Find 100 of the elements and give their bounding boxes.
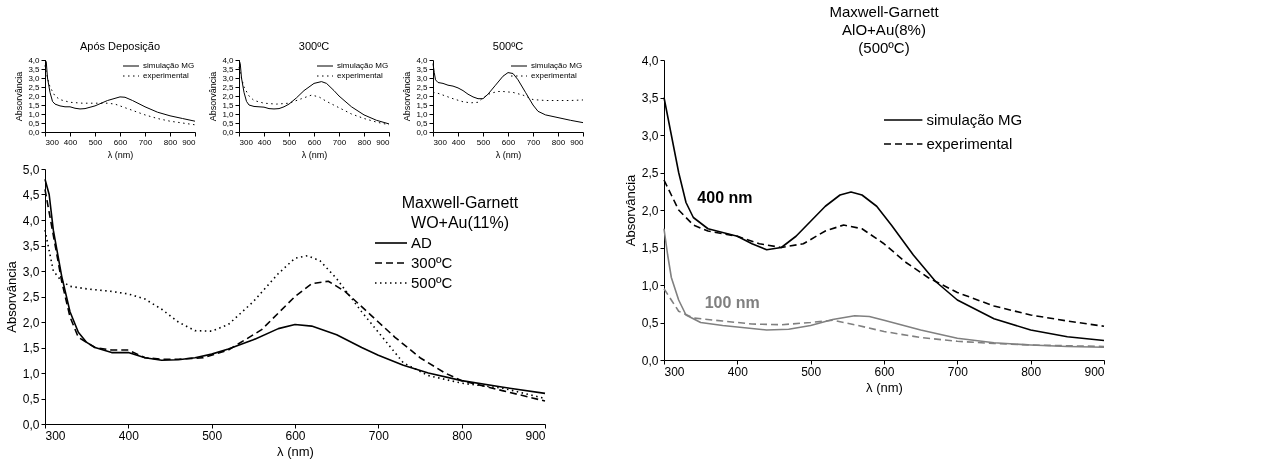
annotation: 400 nm <box>697 188 753 206</box>
x-tick-label: 900 <box>376 137 391 147</box>
y-tick-label: 5,0 <box>22 162 40 177</box>
x-tick-label: 700 <box>332 137 347 147</box>
y-tick-label: 3,5 <box>641 91 659 105</box>
y-tick-label: 2,5 <box>22 290 40 304</box>
y-tick-label: 3,0 <box>22 264 40 279</box>
y-tick-label: 3,5 <box>28 64 41 74</box>
chart-title: Maxwell-Garnett AlO+Au(8%) (500ºC) <box>829 3 940 56</box>
y-axis-title: Absorvância <box>622 173 638 247</box>
x-tick-label: 400 <box>451 137 466 147</box>
y-tick-label: 4,0 <box>28 55 41 65</box>
y-tick-label: 0,0 <box>22 417 40 432</box>
x-tick-label: 500 <box>202 428 223 443</box>
x-tick-label: 300 <box>664 364 685 379</box>
x-tick-label: 500 <box>801 364 822 379</box>
legend-label: 300ºC <box>411 254 453 271</box>
x-tick-label: 800 <box>163 137 178 147</box>
y-tick-label: 1,0 <box>641 278 659 293</box>
x-tick-label: 900 <box>1084 364 1105 379</box>
y-tick-label: 2,0 <box>416 91 429 101</box>
x-axis-title: λ (nm) <box>301 149 328 160</box>
y-tick-label: 0,0 <box>28 127 41 137</box>
y-axis-title: Absorvância <box>208 71 219 122</box>
x-tick-label: 500 <box>282 137 297 147</box>
legend-label: simulação MG <box>143 61 195 70</box>
y-tick-label: 4,0 <box>222 55 235 65</box>
y-axis-title: Absorvância <box>3 260 19 333</box>
y-tick-label: 1,0 <box>416 109 429 119</box>
y-tick-label: 3,5 <box>416 64 429 74</box>
y-tick-label: 4,0 <box>641 53 659 68</box>
y-tick-label: 0,0 <box>416 127 429 137</box>
x-tick-label: 500 <box>476 137 491 147</box>
x-tick-label: 500 <box>88 137 103 147</box>
y-tick-label: 1,0 <box>222 109 235 119</box>
x-tick-label: 900 <box>570 137 585 147</box>
x-tick-label: 700 <box>947 364 969 379</box>
x-tick-label: 600 <box>501 137 516 147</box>
annotation: 100 nm <box>704 293 760 311</box>
y-tick-label: 2,0 <box>22 315 40 330</box>
y-tick-label: 0,5 <box>22 392 40 406</box>
y-tick-label: 1,5 <box>22 341 40 355</box>
y-tick-label: 1,5 <box>222 100 235 110</box>
x-tick-label: 700 <box>526 137 541 147</box>
y-axis-title: Absorvância <box>14 71 25 122</box>
x-axis-title: λ (nm) <box>495 149 522 160</box>
x-tick-label: 900 <box>182 137 197 147</box>
x-tick-label: 600 <box>285 428 306 443</box>
y-tick-label: 2,0 <box>222 91 235 101</box>
legend-label: simulação MG <box>531 61 583 70</box>
x-tick-label: 400 <box>118 428 140 443</box>
legend-label: 500ºC <box>411 274 453 291</box>
x-tick-label: 300 <box>45 428 66 443</box>
chart-title: 500ºC <box>492 40 524 52</box>
y-tick-label: 1,5 <box>28 100 41 110</box>
x-axis-title: λ (nm) <box>866 379 903 395</box>
y-tick-label: 0,0 <box>222 127 235 137</box>
legend-label: experimental <box>926 135 1013 152</box>
x-tick-label: 600 <box>307 137 322 147</box>
y-tick-label: 0,5 <box>28 118 41 128</box>
y-tick-label: 1,0 <box>28 109 41 119</box>
y-tick-label: 3,5 <box>22 239 40 253</box>
legend-label: simulação MG <box>926 111 1023 128</box>
x-tick-label: 400 <box>63 137 78 147</box>
y-tick-label: 3,0 <box>641 128 659 143</box>
chart-title: Após Deposição <box>79 40 161 52</box>
y-tick-label: 1,5 <box>641 241 659 255</box>
y-tick-label: 1,5 <box>416 100 429 110</box>
y-tick-label: 4,0 <box>22 213 40 228</box>
y-tick-label: 4,5 <box>22 188 40 202</box>
x-tick-label: 800 <box>551 137 566 147</box>
y-tick-label: 3,5 <box>222 64 235 74</box>
legend-label: simulação MG <box>337 61 389 70</box>
x-tick-label: 300 <box>45 137 60 147</box>
y-tick-label: 2,0 <box>28 91 41 101</box>
y-tick-label: 2,5 <box>416 82 429 92</box>
x-tick-label: 800 <box>357 137 372 147</box>
y-tick-label: 2,5 <box>222 82 235 92</box>
y-tick-label: 0,0 <box>641 353 659 368</box>
x-tick-label: 300 <box>239 137 254 147</box>
x-tick-label: 300 <box>433 137 448 147</box>
x-tick-label: 700 <box>368 428 390 443</box>
y-tick-label: 0,5 <box>641 316 659 330</box>
legend-label: experimental <box>531 71 578 80</box>
x-tick-label: 900 <box>525 428 546 443</box>
legend-label: experimental <box>143 71 190 80</box>
y-tick-label: 2,5 <box>641 166 659 180</box>
x-axis-title: λ (nm) <box>107 149 134 160</box>
y-tick-label: 0,5 <box>416 118 429 128</box>
y-tick-label: 2,0 <box>641 203 659 218</box>
x-tick-label: 400 <box>727 364 749 379</box>
legend-label: AD <box>411 234 432 251</box>
y-tick-label: 2,5 <box>28 82 41 92</box>
x-tick-label: 600 <box>874 364 895 379</box>
chart-title: 300ºC <box>298 40 330 52</box>
y-tick-label: 3,0 <box>416 73 429 83</box>
y-axis-title: Absorvância <box>402 71 413 122</box>
x-tick-label: 800 <box>452 428 473 443</box>
x-tick-label: 700 <box>138 137 153 147</box>
y-tick-label: 3,0 <box>222 73 235 83</box>
